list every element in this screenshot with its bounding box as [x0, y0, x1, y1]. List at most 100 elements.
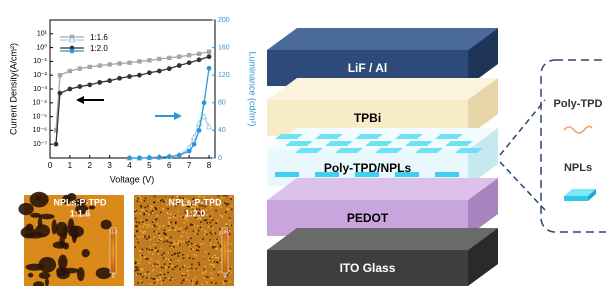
afm-grain: [167, 213, 169, 215]
afm-grain: [212, 260, 214, 262]
afm-grain: [140, 200, 142, 202]
afm-grain: [175, 226, 177, 228]
afm-grain: [213, 264, 215, 266]
afm-grain: [207, 214, 209, 216]
layer-label: TPBi: [354, 111, 381, 125]
afm-grain: [223, 283, 225, 285]
afm-grain: [211, 218, 213, 220]
afm-grain: [166, 204, 168, 206]
marker: [207, 66, 212, 71]
afm-grain: [168, 225, 170, 227]
afm-grain: [169, 245, 171, 247]
afm-grain: [149, 273, 151, 275]
marker: [197, 57, 202, 62]
y2-tick-label: 160: [218, 44, 230, 51]
legend-label: 1:1.6: [90, 33, 108, 42]
afm-grain: [198, 250, 200, 252]
afm-grain: [154, 196, 156, 198]
series-line: [130, 68, 210, 158]
layer-label: ITO Glass: [340, 261, 396, 275]
afm-grain: [164, 241, 166, 243]
y2-tick-label: 120: [218, 72, 230, 79]
afm-grain: [161, 283, 163, 285]
afm-grain: [168, 217, 170, 219]
afm-grain: [229, 224, 231, 226]
afm-grain: [213, 261, 215, 263]
marker: [147, 155, 152, 160]
afm-grain: [176, 265, 178, 267]
afm-grain: [143, 231, 145, 233]
x-tick-label: 3: [107, 161, 112, 170]
afm-grain: [149, 239, 151, 241]
afm-grain: [195, 283, 197, 285]
afm-ratio: 1:2.0: [185, 208, 206, 218]
afm-label: NPLs:P-TPD: [53, 197, 107, 207]
layer-label: Poly-TPD/NPLs: [324, 161, 412, 175]
afm-grain: [147, 226, 149, 228]
afm-grain: [134, 211, 136, 213]
afm-grain: [170, 214, 172, 216]
afm-grain: [186, 227, 188, 229]
marker: [157, 57, 161, 61]
afm-grain: [150, 283, 152, 285]
marker: [187, 53, 191, 57]
afm-grain: [196, 255, 198, 257]
afm-grain: [175, 253, 177, 255]
afm-grain: [206, 234, 208, 236]
afm-grain: [169, 229, 171, 231]
afm-grain: [149, 249, 151, 251]
afm-grain: [143, 236, 145, 238]
marker: [68, 69, 72, 73]
afm-grain: [219, 241, 221, 243]
afm-grain: [134, 223, 136, 225]
marker: [107, 78, 112, 83]
afm-grain: [158, 199, 160, 201]
afm-grain: [192, 258, 194, 260]
zoom-line: [500, 100, 545, 155]
afm-grain: [156, 279, 158, 281]
afm-grain: [96, 267, 112, 279]
y-tick-label: 10⁻¹: [33, 58, 47, 65]
afm-grain: [136, 269, 138, 271]
afm-grain: [158, 233, 160, 235]
afm-grain: [26, 264, 44, 271]
afm-grain: [38, 217, 42, 228]
layer-top: [267, 178, 498, 200]
afm-grain: [196, 268, 198, 270]
afm-grain: [198, 230, 200, 232]
afm-grain: [140, 235, 142, 237]
afm-grain: [137, 282, 139, 284]
afm-grain: [220, 261, 222, 263]
afm-grain: [161, 199, 163, 201]
afm-grain: [165, 198, 167, 200]
afm-grain: [160, 212, 162, 214]
afm-grain: [198, 262, 200, 264]
afm-grain: [216, 248, 218, 250]
afm-grain: [159, 272, 161, 274]
afm-grain: [159, 276, 161, 278]
x-tick-label: 7: [187, 161, 192, 170]
x-tick-label: 0: [48, 161, 53, 170]
afm-grain: [208, 259, 210, 261]
afm-grain: [141, 255, 143, 257]
afm-grain: [153, 269, 155, 271]
afm-grain: [140, 198, 142, 200]
afm-grain: [225, 211, 227, 213]
afm-grain: [137, 267, 139, 269]
afm-grain: [154, 250, 156, 252]
afm-grain: [187, 220, 189, 222]
afm-grain: [147, 258, 149, 260]
afm-grain: [140, 250, 142, 252]
y-tick-label: 10⁻⁷: [33, 141, 47, 148]
afm-grain: [175, 215, 177, 217]
afm-grain: [156, 218, 158, 220]
afm-grain: [186, 242, 188, 244]
afm-grain: [158, 241, 160, 243]
afm-grain: [178, 230, 180, 232]
x-axis-label: Voltage (V): [110, 174, 155, 184]
afm-label: NPLs:P-TPD: [168, 197, 222, 207]
afm-grain: [210, 239, 212, 241]
afm-grain: [210, 222, 212, 224]
marker: [54, 142, 59, 147]
